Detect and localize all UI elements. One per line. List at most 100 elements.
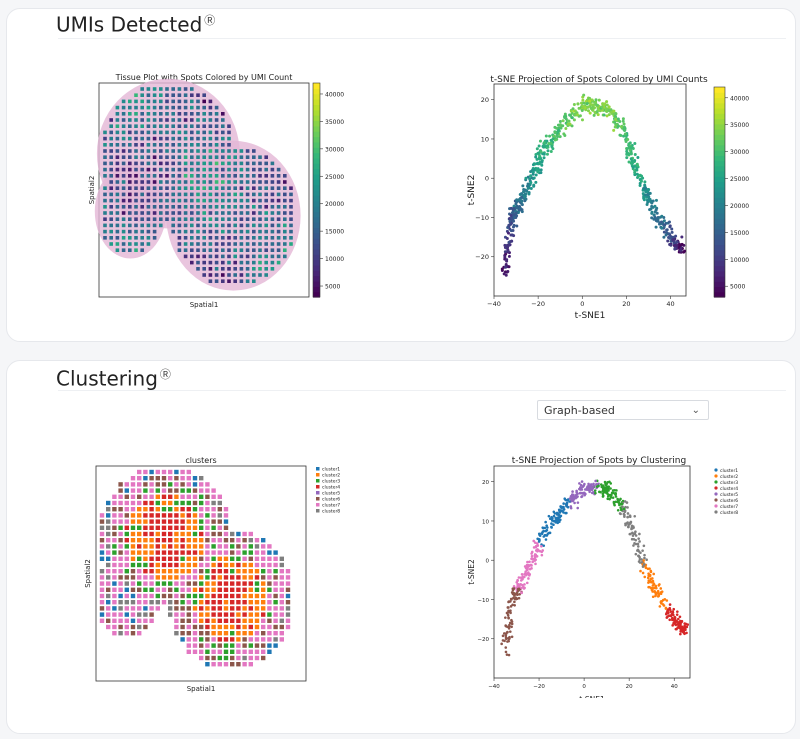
spot [112, 500, 117, 506]
spot [199, 550, 204, 555]
spot [112, 581, 117, 586]
spot [186, 593, 191, 599]
tsne-point [619, 508, 623, 512]
spot [192, 544, 198, 549]
spot [221, 248, 225, 252]
spot [208, 167, 213, 172]
spot [283, 205, 287, 209]
colorbar-segment [714, 270, 725, 277]
spot [140, 248, 144, 252]
spot [264, 254, 268, 259]
spot [124, 606, 129, 611]
colorbar-segment [714, 171, 725, 177]
spot [174, 482, 179, 487]
tsne-point [551, 137, 555, 141]
tsne-point [610, 491, 614, 495]
tsne-point [539, 171, 543, 175]
spot [183, 161, 188, 166]
help-icon[interactable]: Ⓡ [159, 368, 171, 381]
spot [121, 99, 126, 104]
colorbar-segment [313, 115, 320, 122]
spot [264, 186, 268, 190]
spot [248, 587, 253, 592]
spot [230, 587, 235, 592]
spot [267, 575, 272, 580]
spot [121, 229, 126, 234]
spot [267, 569, 272, 574]
spot [183, 143, 188, 147]
spot [143, 624, 148, 630]
spot [192, 482, 198, 487]
spot [223, 513, 229, 518]
help-icon[interactable]: Ⓡ [204, 14, 216, 27]
spot [183, 223, 188, 228]
tsne-point [597, 98, 601, 102]
spot [190, 217, 194, 221]
tsne-point [540, 160, 544, 164]
spot [252, 198, 256, 203]
spot [202, 105, 206, 110]
spot [103, 217, 107, 221]
tsne-point [614, 500, 618, 504]
legend-swatch [316, 509, 320, 513]
spot [211, 600, 216, 605]
tsne-point [548, 134, 552, 138]
spot [273, 624, 278, 630]
spot [177, 149, 182, 153]
spot [208, 211, 213, 215]
tsne-point [649, 570, 653, 574]
spot [221, 112, 225, 116]
tsne-point [593, 111, 597, 115]
spot [177, 192, 182, 197]
spot [223, 593, 229, 599]
tsne-point [643, 180, 647, 184]
tsne-point [668, 618, 672, 622]
spot [248, 643, 253, 648]
spot [227, 279, 231, 283]
spot [199, 476, 204, 481]
spot [180, 624, 185, 630]
spot [239, 260, 244, 265]
tsne-point [506, 270, 510, 274]
spot [267, 581, 272, 586]
clustering-method-select[interactable]: Graph-based ⌄ [537, 400, 709, 420]
colorbar-segment [714, 97, 725, 104]
spot [109, 124, 113, 128]
tsne-point [671, 624, 674, 627]
legend-swatch [316, 497, 320, 501]
spot [285, 593, 291, 599]
spot [115, 136, 120, 141]
tsne-point [673, 246, 677, 250]
y-tick-label: −10 [475, 214, 489, 222]
tsne-point [521, 184, 525, 188]
spot [152, 143, 157, 147]
spot [118, 631, 123, 636]
spot [159, 161, 163, 166]
spot [202, 186, 206, 190]
spot [159, 192, 163, 197]
spot [137, 624, 142, 630]
colorbar-segment [714, 255, 725, 261]
tsne-point [504, 262, 508, 266]
tsne-point [683, 624, 686, 628]
colorbar-segment [313, 125, 320, 132]
spot [202, 273, 206, 277]
spot [239, 174, 244, 178]
tsne-point [662, 230, 666, 234]
spot [149, 544, 154, 549]
spot [283, 180, 287, 184]
spot [168, 556, 173, 561]
spot [208, 242, 213, 246]
tsne-point [631, 534, 635, 537]
legend-label: cluster5 [720, 492, 738, 498]
spot [143, 519, 148, 524]
tsne-point [646, 576, 650, 580]
spot [146, 124, 151, 128]
spot [174, 494, 179, 499]
spot [115, 229, 120, 234]
tsne-point [509, 605, 513, 608]
spot [124, 519, 129, 524]
spot [233, 186, 237, 190]
tsne-point [552, 523, 555, 526]
spot [159, 143, 163, 147]
